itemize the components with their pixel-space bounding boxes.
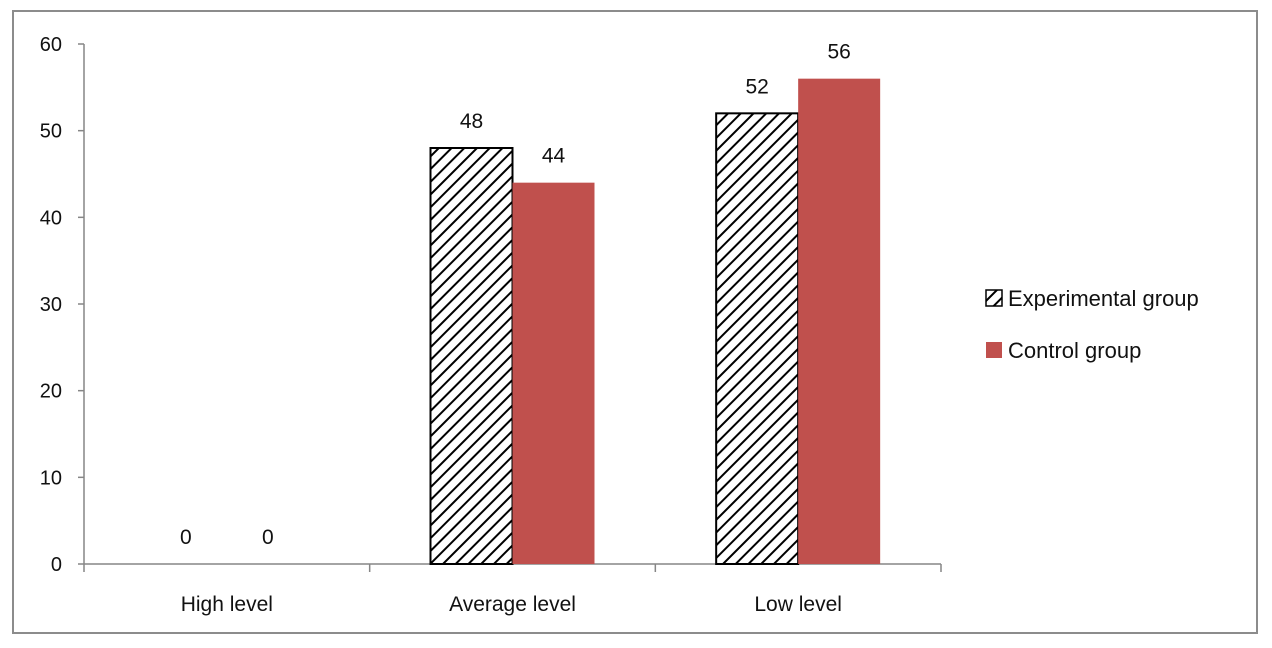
bar: [512, 182, 595, 564]
data-labels: 0 0 48 44 52 56: [180, 41, 851, 549]
x-tick-label: Low level: [754, 593, 842, 616]
data-label: 44: [542, 145, 566, 168]
chart-frame: [12, 10, 1258, 634]
y-tick-label: 0: [51, 554, 62, 576]
bar: [429, 147, 514, 565]
data-label: 56: [827, 41, 850, 64]
bar: [798, 78, 881, 565]
legend-label: Experimental group: [1008, 286, 1199, 311]
data-label: 52: [745, 75, 768, 98]
legend-label: Control group: [1008, 338, 1141, 363]
bars: [429, 78, 881, 565]
x-tick-label: Average level: [449, 593, 576, 616]
legend-swatch: [986, 342, 1002, 358]
y-tick-label: 50: [40, 121, 62, 143]
data-label: 0: [262, 526, 274, 549]
data-label: 48: [460, 110, 483, 133]
y-tick-label: 30: [40, 294, 62, 316]
y-tick-label: 10: [40, 467, 62, 489]
y-tick-label: 20: [40, 381, 62, 403]
y-tick-label: 40: [40, 207, 62, 229]
y-tick-label: 60: [40, 34, 62, 56]
axes: 0 10 20 30 40 50 60 High level Average level Low …: [40, 34, 942, 616]
data-label: 0: [180, 526, 192, 549]
x-tick-label: High level: [181, 593, 273, 616]
bar: [715, 112, 800, 565]
legend-swatch: [985, 289, 1003, 307]
legend: Experimental group Control group: [985, 286, 1199, 363]
